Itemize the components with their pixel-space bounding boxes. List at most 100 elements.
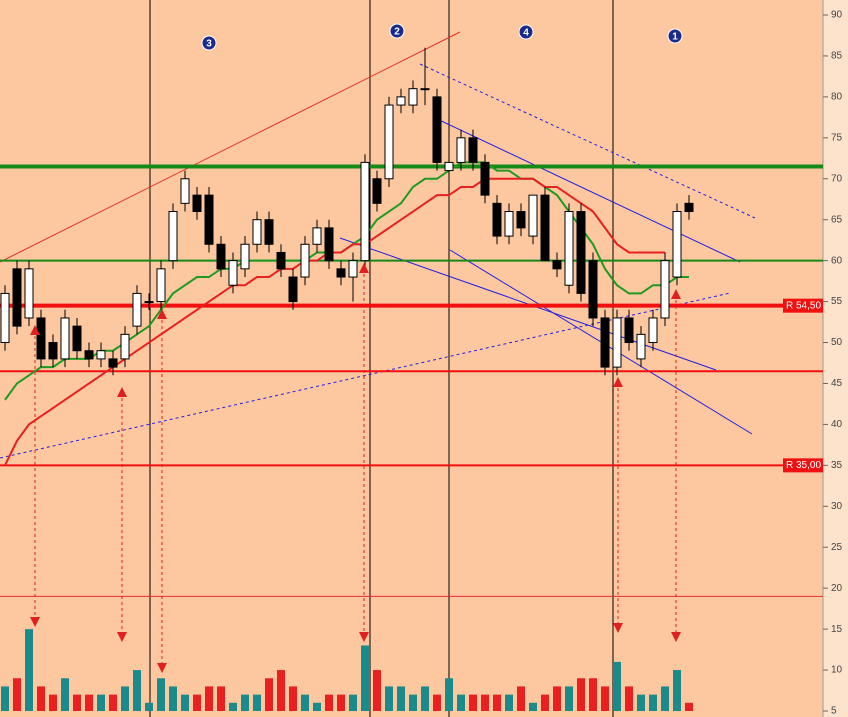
volume-bar bbox=[133, 670, 141, 711]
volume-bar bbox=[109, 694, 117, 711]
candle-body bbox=[12, 268, 22, 327]
candle-body bbox=[444, 161, 454, 172]
volume-bar bbox=[145, 702, 153, 711]
y-tick-label: 5 bbox=[831, 706, 837, 717]
volume-bar bbox=[397, 686, 405, 711]
y-tick-label: 65 bbox=[831, 214, 843, 225]
volume-bar bbox=[541, 694, 549, 711]
candle-body bbox=[336, 268, 346, 278]
candle-body bbox=[576, 211, 586, 294]
volume-bar bbox=[565, 686, 573, 711]
candle-body bbox=[228, 260, 238, 286]
volume-bar bbox=[265, 678, 273, 711]
trend-line bbox=[0, 31, 461, 263]
candle-body bbox=[36, 317, 46, 360]
candle-body bbox=[648, 317, 658, 344]
volume-bar bbox=[625, 686, 633, 711]
candle-body bbox=[108, 358, 118, 368]
arrows bbox=[30, 263, 681, 673]
volume-bar bbox=[25, 629, 33, 711]
volume-bar bbox=[277, 670, 285, 711]
volume-bar bbox=[361, 645, 369, 711]
volume-bar bbox=[217, 686, 225, 711]
wave-marker bbox=[518, 24, 534, 40]
volume-bar bbox=[553, 686, 561, 711]
y-tick-label: 45 bbox=[831, 378, 843, 389]
wave-label: 1 bbox=[672, 32, 678, 43]
candle-body bbox=[156, 268, 166, 303]
volume-bar bbox=[505, 694, 513, 711]
level-tag bbox=[783, 298, 823, 313]
candle-body bbox=[252, 219, 262, 245]
candle-body bbox=[72, 325, 82, 352]
y-tick-label: 90 bbox=[831, 10, 843, 21]
wave-label: 2 bbox=[394, 27, 400, 38]
volume-bar bbox=[193, 694, 201, 711]
wave-label: 3 bbox=[206, 39, 212, 50]
volume-bar bbox=[97, 694, 105, 711]
volume-bar bbox=[61, 678, 69, 711]
volume-bar bbox=[253, 694, 261, 711]
candle-body bbox=[372, 178, 382, 204]
volume-bar bbox=[313, 702, 321, 711]
wave-marker bbox=[201, 35, 217, 51]
candle-body bbox=[180, 178, 190, 204]
volume-bar bbox=[601, 686, 609, 711]
level-label: R 35,00 bbox=[786, 460, 821, 471]
volume-bar bbox=[289, 686, 297, 711]
volume-bar bbox=[181, 694, 189, 711]
candle-body bbox=[420, 88, 430, 91]
volume-bar bbox=[493, 694, 501, 711]
signal-arrow-down bbox=[157, 663, 167, 673]
volume-bar bbox=[409, 694, 417, 711]
volume-bar bbox=[37, 686, 45, 711]
candle-body bbox=[384, 104, 394, 180]
candle-body bbox=[120, 333, 130, 360]
volume-bar bbox=[445, 678, 453, 711]
candle-body bbox=[192, 194, 202, 213]
candle-body bbox=[288, 276, 298, 303]
candle-body bbox=[612, 317, 622, 368]
candle-body bbox=[528, 194, 538, 237]
candle-body bbox=[204, 194, 214, 245]
candle-body bbox=[540, 194, 550, 262]
wave-marker bbox=[667, 28, 683, 44]
candle-body bbox=[60, 317, 70, 360]
volume-bar bbox=[301, 694, 309, 711]
volume-bar bbox=[205, 686, 213, 711]
candle-body bbox=[432, 96, 442, 163]
candle-body bbox=[660, 260, 670, 319]
y-tick-label: 85 bbox=[831, 51, 843, 62]
candle-body bbox=[636, 333, 646, 360]
candle-body bbox=[48, 342, 58, 360]
candle-body bbox=[276, 251, 286, 270]
volume-bar bbox=[613, 661, 621, 711]
level-label: R 54,50 bbox=[786, 300, 821, 311]
y-tick-label: 10 bbox=[831, 665, 843, 676]
candle-body bbox=[408, 88, 418, 106]
candle-body bbox=[96, 350, 106, 360]
volume-bar bbox=[349, 694, 357, 711]
trend-line bbox=[0, 292, 731, 459]
volume-bar bbox=[325, 694, 333, 711]
signal-arrow-up bbox=[671, 289, 681, 299]
y-tick-label: 55 bbox=[831, 296, 843, 307]
volume-bar bbox=[637, 694, 645, 711]
volume-bar bbox=[169, 686, 177, 711]
candle-body bbox=[132, 292, 142, 327]
y-tick-label: 75 bbox=[831, 132, 843, 143]
volume-bar bbox=[433, 694, 441, 711]
volume-bar bbox=[73, 694, 81, 711]
volume-bar bbox=[589, 678, 597, 711]
candle-body bbox=[600, 317, 610, 368]
candle-body bbox=[324, 227, 334, 262]
volume-bar bbox=[229, 702, 237, 711]
candle-body bbox=[564, 211, 574, 286]
signal-arrow-down bbox=[671, 632, 681, 642]
signal-arrow-up bbox=[30, 325, 40, 335]
y-tick-label: 15 bbox=[831, 624, 843, 635]
y-tick-label: 30 bbox=[831, 501, 843, 512]
volume-bar bbox=[373, 670, 381, 711]
volume-bar bbox=[421, 686, 429, 711]
